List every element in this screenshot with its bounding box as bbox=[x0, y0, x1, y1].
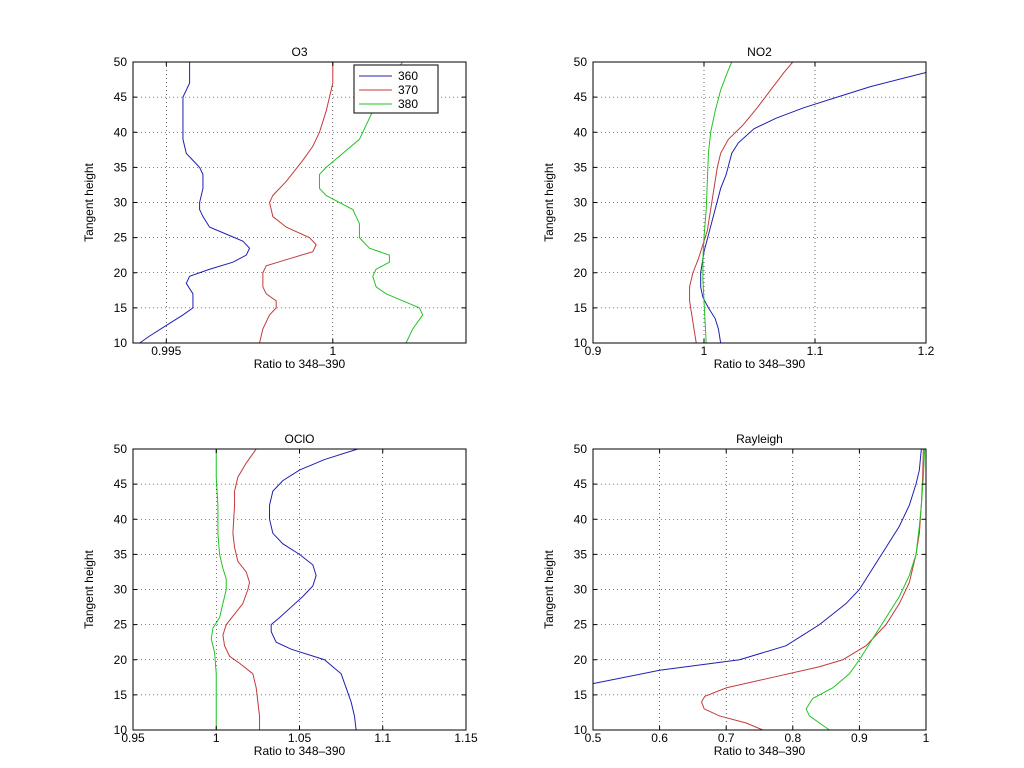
y-tick-label: 25 bbox=[574, 231, 588, 245]
plot-area bbox=[593, 62, 926, 343]
y-tick-label: 35 bbox=[574, 547, 588, 561]
x-axis-label: Ratio to 348–390 bbox=[714, 357, 806, 371]
y-tick-label: 25 bbox=[574, 618, 588, 632]
x-tick-label: 0.995 bbox=[151, 344, 181, 358]
subplot-no2: 10 15 20 25 30 35 40 45 50 0.9 1 1.1 1.2 NO2 Ratio to … bbox=[542, 45, 935, 371]
x-tick-label: 1 bbox=[213, 731, 220, 745]
y-tick-label: 30 bbox=[114, 196, 128, 210]
series-line-380 bbox=[210, 449, 227, 730]
chart-title: NO2 bbox=[747, 45, 772, 59]
series-line-370 bbox=[689, 61, 794, 344]
legend-box bbox=[353, 64, 439, 114]
y-tick-label: 10 bbox=[574, 336, 588, 350]
y-tick-label: 40 bbox=[114, 125, 128, 139]
series-line-360 bbox=[139, 62, 251, 344]
y-tick-label: 10 bbox=[574, 723, 588, 737]
series-line-380 bbox=[318, 61, 424, 344]
y-tick-label: 15 bbox=[114, 301, 128, 315]
x-tick-label: 1.2 bbox=[918, 344, 935, 358]
y-tick-label: 10 bbox=[114, 723, 128, 737]
chart-title: O3 bbox=[291, 45, 307, 59]
legend-label-370: 370 bbox=[398, 83, 418, 97]
series-line-380 bbox=[805, 448, 926, 731]
y-tick-label: 30 bbox=[114, 583, 128, 597]
y-axis-label: Tangent height bbox=[82, 162, 96, 241]
y-tick-label: 25 bbox=[114, 618, 128, 632]
x-tick-label: 1 bbox=[329, 344, 336, 358]
y-axis-label: Tangent height bbox=[542, 549, 556, 628]
y-tick-label: 50 bbox=[574, 55, 588, 69]
y-tick-label: 35 bbox=[114, 160, 128, 174]
y-tick-label: 45 bbox=[574, 90, 588, 104]
y-tick-label: 50 bbox=[114, 442, 128, 456]
y-tick-label: 40 bbox=[114, 512, 128, 526]
x-tick-label: 1 bbox=[701, 344, 708, 358]
subplot-rayleigh: 10 15 20 25 30 35 40 45 50 0.5 0.6 0.7 0.8 0.9 1 Raylei… bbox=[542, 432, 930, 758]
series-line-360 bbox=[269, 448, 358, 731]
chart-title: Rayleigh bbox=[736, 432, 783, 446]
y-tick-label: 30 bbox=[574, 583, 588, 597]
x-tick-label: 1.1 bbox=[374, 731, 391, 745]
x-tick-label: 1 bbox=[923, 731, 930, 745]
y-tick-label: 50 bbox=[114, 55, 128, 69]
y-tick-label: 15 bbox=[574, 301, 588, 315]
x-tick-label: 1.1 bbox=[807, 344, 824, 358]
y-tick-label: 20 bbox=[574, 653, 588, 667]
y-tick-label: 10 bbox=[114, 336, 128, 350]
y-tick-label: 30 bbox=[574, 196, 588, 210]
y-axis-label: Tangent height bbox=[82, 549, 96, 628]
y-tick-label: 25 bbox=[114, 231, 128, 245]
plot-area bbox=[593, 449, 926, 730]
x-tick-label: 0.7 bbox=[718, 731, 735, 745]
chart-title: OClO bbox=[285, 432, 315, 446]
series-line-360 bbox=[592, 448, 922, 685]
x-tick-label: 1.05 bbox=[288, 731, 312, 745]
x-tick-label: 0.5 bbox=[585, 731, 602, 745]
x-axis-label: Ratio to 348–390 bbox=[254, 357, 346, 371]
x-axis-label: Ratio to 348–390 bbox=[714, 744, 806, 758]
series-line-370 bbox=[222, 448, 261, 730]
subplot-o3: 10 15 20 25 30 35 40 45 50 0.995 1 O3 Ratio to 348–3… bbox=[82, 45, 467, 371]
x-tick-label: 1.15 bbox=[454, 731, 478, 745]
legend-label-360: 360 bbox=[398, 69, 418, 83]
x-tick-label: 0.9 bbox=[851, 731, 868, 745]
y-tick-label: 20 bbox=[574, 266, 588, 280]
x-tick-label: 0.8 bbox=[784, 731, 801, 745]
y-tick-label: 50 bbox=[574, 442, 588, 456]
x-tick-label: 0.9 bbox=[585, 344, 602, 358]
series-line-380 bbox=[702, 61, 733, 344]
y-tick-label: 45 bbox=[574, 477, 588, 491]
series-line-370 bbox=[701, 448, 924, 731]
y-tick-label: 45 bbox=[114, 90, 128, 104]
y-tick-label: 35 bbox=[114, 547, 128, 561]
y-tick-label: 45 bbox=[114, 477, 128, 491]
y-tick-label: 15 bbox=[574, 688, 588, 702]
y-tick-label: 35 bbox=[574, 160, 588, 174]
y-tick-label: 20 bbox=[114, 266, 128, 280]
legend-label-380: 380 bbox=[398, 97, 418, 111]
x-axis-label: Ratio to 348–390 bbox=[254, 744, 346, 758]
x-tick-label: 0.95 bbox=[121, 731, 145, 745]
y-tick-label: 40 bbox=[574, 125, 588, 139]
subplot-oclo: 10 15 20 25 30 35 40 45 50 0.95 1 1.05 1.1 1.15 OClO Ra… bbox=[82, 432, 478, 758]
y-tick-label: 20 bbox=[114, 653, 128, 667]
series-line-370 bbox=[259, 62, 334, 344]
y-tick-label: 15 bbox=[114, 688, 128, 702]
series-line-360 bbox=[700, 72, 927, 344]
y-tick-label: 40 bbox=[574, 512, 588, 526]
x-tick-label: 0.6 bbox=[651, 731, 668, 745]
y-axis-label: Tangent height bbox=[542, 162, 556, 241]
